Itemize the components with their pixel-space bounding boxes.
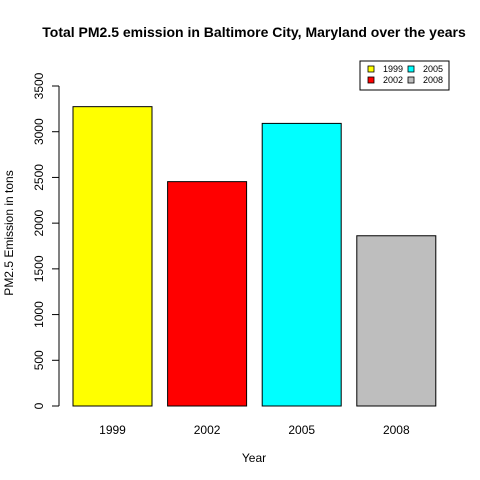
y-ticks: 0 500 1000 1500 2000 2500 3000 3500 [32,72,59,409]
bar-2008 [356,235,437,407]
legend-swatch-2002 [367,76,375,84]
legend-label: 2002 [383,75,403,85]
legend-swatch-2005 [407,65,415,73]
chart-title: Total PM2.5 emission in Baltimore City, … [42,24,466,40]
legend-swatch-1999 [367,65,375,73]
y-tick-label: 1500 [32,255,46,282]
legend-swatch-2008 [407,76,415,84]
legend-label: 1999 [383,64,403,74]
x-axis-label: Year [242,451,266,465]
y-tick-label: 2500 [32,164,46,191]
y-tick-label: 3500 [32,72,46,99]
legend-box [359,60,450,91]
bar-1999 [72,106,153,407]
x-tick-label: 2005 [288,423,315,437]
bar-2005 [261,122,342,407]
y-tick-label: 500 [32,350,46,370]
x-tick-label: 1999 [99,423,126,437]
x-tick-label: 2002 [194,423,221,437]
bar-2002 [167,181,248,407]
bars [72,106,437,407]
x-tick-labels: 1999 2002 2005 2008 [99,423,410,437]
y-tick-label: 3000 [32,118,46,145]
y-tick-label: 0 [32,402,46,409]
legend-label: 2008 [423,75,443,85]
y-axis-label: PM2.5 Emission in tons [2,170,16,295]
y-tick-label: 2000 [32,209,46,236]
x-tick-label: 2008 [383,423,410,437]
legend-label: 2005 [423,64,443,74]
y-tick-label: 1000 [32,301,46,328]
